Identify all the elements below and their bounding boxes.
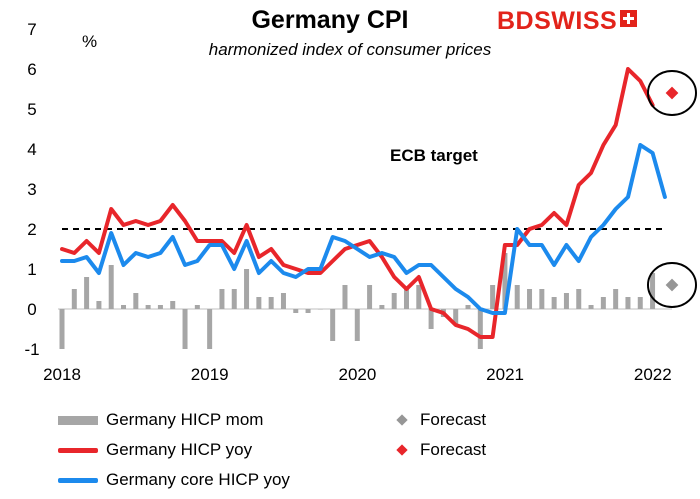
x-tick-label: 2020 xyxy=(338,365,376,384)
legend-label: Germany HICP mom xyxy=(106,410,264,429)
line-core-hicp-yoy xyxy=(60,143,667,315)
x-tick-label: 2018 xyxy=(43,365,81,384)
bdswiss-logo: BDSWISS xyxy=(497,7,638,36)
chart-subtitle: harmonized index of consumer prices xyxy=(208,40,492,59)
bar-hicp-mom xyxy=(231,289,237,309)
bar-hicp-mom xyxy=(403,289,409,309)
bar-hicp-mom xyxy=(84,277,90,309)
chart-title: Germany CPI xyxy=(251,6,409,34)
bar-hicp-mom xyxy=(145,305,151,309)
bar-hicp-mom xyxy=(502,253,508,309)
bar-hicp-mom xyxy=(637,297,643,309)
bar-hicp-mom xyxy=(539,289,545,309)
bar-hicp-mom xyxy=(330,309,336,341)
bar-hicp-mom xyxy=(244,269,250,309)
y-tick-label: 2 xyxy=(27,220,36,239)
bar-hicp-mom xyxy=(625,297,631,309)
legend-forecast-mom: Forecast xyxy=(394,410,486,430)
bar-hicp-mom xyxy=(563,293,569,309)
bar-hicp-mom xyxy=(416,285,422,309)
bar-hicp-mom xyxy=(490,285,496,309)
logo-bd: BD xyxy=(497,7,535,35)
y-unit-label: % xyxy=(82,32,98,51)
y-tick-label: 3 xyxy=(27,180,36,199)
bar-hicp-mom xyxy=(354,309,360,341)
bar-hicp-mom xyxy=(280,293,286,309)
bar-hicp-mom xyxy=(342,285,348,309)
bar-hicp-mom xyxy=(207,309,213,349)
forecast-circle-mom xyxy=(647,262,698,308)
x-tick-label: 2022 xyxy=(634,365,672,384)
bar-hicp-mom xyxy=(256,297,262,309)
bar-hicp-mom xyxy=(367,285,373,309)
red-diamond-icon xyxy=(396,444,408,456)
legend-line-swatch xyxy=(58,447,98,453)
legend-bar-swatch xyxy=(58,415,98,425)
bar-hicp-mom xyxy=(613,289,619,309)
forecast-marker-mom xyxy=(665,278,679,292)
y-tick-label: -1 xyxy=(24,340,39,359)
bar-hicp-mom xyxy=(379,305,385,309)
bar-hicp-mom xyxy=(170,301,176,309)
y-tick-label: 7 xyxy=(27,20,36,39)
bar-hicp-mom xyxy=(108,265,114,309)
bar-hicp-mom xyxy=(182,309,188,349)
y-tick-label: 1 xyxy=(27,260,36,279)
bar-hicp-mom xyxy=(551,297,557,309)
legend-label: Germany core HICP yoy xyxy=(106,470,290,489)
legend-forecast-yoy: Forecast xyxy=(394,440,486,460)
bar-hicp-mom xyxy=(477,309,483,349)
bar-hicp-mom xyxy=(71,289,77,309)
x-tick-label: 2021 xyxy=(486,365,524,384)
ecb-target-annotation: ECB target xyxy=(390,146,478,165)
legend-core-hicp-yoy: Germany core HICP yoy xyxy=(58,470,290,490)
legend-line-swatch xyxy=(58,477,98,483)
legend-label: Germany HICP yoy xyxy=(106,440,253,459)
logo-swiss: SWISS xyxy=(534,7,618,35)
bar-hicp-mom xyxy=(121,305,127,309)
bar-hicp-mom xyxy=(157,305,163,309)
bar-hicp-mom xyxy=(600,297,606,309)
bar-hicp-mom xyxy=(133,293,139,309)
y-tick-label: 6 xyxy=(27,60,36,79)
y-tick-label: 5 xyxy=(27,100,36,119)
forecast-marker-yoy xyxy=(665,86,679,100)
bar-hicp-mom xyxy=(428,309,434,329)
bar-hicp-mom xyxy=(219,289,225,309)
bar-hicp-mom xyxy=(465,305,471,309)
bar-hicp-mom xyxy=(317,309,323,310)
legend-hicp-mom: Germany HICP mom xyxy=(58,410,263,430)
bar-hicp-mom xyxy=(305,309,311,313)
bar-hicp-mom xyxy=(650,273,656,309)
forecast-circle-yoy xyxy=(647,70,698,116)
y-tick-label: 0 xyxy=(27,300,36,319)
x-tick-label: 2019 xyxy=(191,365,229,384)
bar-hicp-mom xyxy=(96,301,102,309)
bar-hicp-mom xyxy=(194,305,200,309)
y-tick-label: 4 xyxy=(27,140,36,159)
bar-hicp-mom xyxy=(588,305,594,309)
bar-hicp-mom xyxy=(391,293,397,309)
legend-label: Forecast xyxy=(420,440,487,459)
bar-hicp-mom xyxy=(453,309,459,325)
swiss-cross-icon xyxy=(620,10,638,27)
line-hicp-yoy xyxy=(60,67,655,339)
bar-hicp-mom xyxy=(268,297,274,309)
legend-hicp-yoy: Germany HICP yoy xyxy=(58,440,252,460)
gray-diamond-icon xyxy=(396,414,408,426)
bar-hicp-mom xyxy=(527,289,533,309)
legend-label: Forecast xyxy=(420,410,487,429)
bar-hicp-mom xyxy=(576,289,582,309)
bar-hicp-mom xyxy=(293,309,299,313)
bar-hicp-mom xyxy=(59,309,65,349)
bar-hicp-mom xyxy=(514,285,520,309)
